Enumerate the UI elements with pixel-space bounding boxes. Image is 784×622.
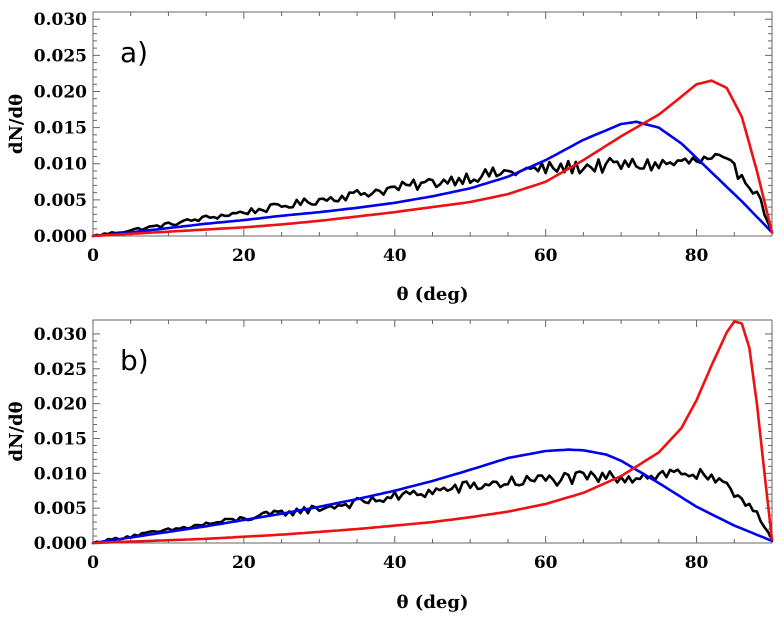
panel-label: a) xyxy=(120,36,148,69)
y-tick-label: 0.005 xyxy=(34,499,87,519)
x-tick-label: 60 xyxy=(534,246,558,266)
y-tick-label: 0.005 xyxy=(34,191,87,211)
x-axis-title: θ (deg) xyxy=(397,592,469,613)
y-axis-title: dN/dθ xyxy=(6,94,27,154)
y-tick-label: 0.030 xyxy=(34,10,87,30)
x-tick-label: 40 xyxy=(383,553,407,573)
y-tick-label: 0.000 xyxy=(34,227,87,247)
y-axis-title: dN/dθ xyxy=(6,401,27,461)
x-tick-label: 0 xyxy=(87,553,99,573)
y-tick-label: 0.025 xyxy=(34,360,87,380)
panel-a: 0 20 40 60 80 0.000 0.005 0.010 0.015 0.020 0.025 0… xyxy=(6,10,774,305)
x-tick-label: 0 xyxy=(87,246,99,266)
x-tick-label: 80 xyxy=(685,246,709,266)
plot-frame xyxy=(92,319,773,544)
x-tick-label: 60 xyxy=(534,553,558,573)
y-tick-label: 0.015 xyxy=(34,429,87,449)
x-axis-title: θ (deg) xyxy=(397,284,469,305)
series-black-line xyxy=(91,152,774,238)
y-tick-label: 0.020 xyxy=(34,395,87,415)
panel-b: 0 20 40 60 80 0.000 0.005 0.010 0.015 0.020 0.025 0… xyxy=(6,319,774,613)
series-red-line xyxy=(91,79,774,238)
y-tick-label: 0.030 xyxy=(34,325,87,345)
x-tick-label: 40 xyxy=(383,246,407,266)
y-tick-label: 0.010 xyxy=(34,155,87,175)
series-blue-line xyxy=(91,120,774,238)
plot-frame xyxy=(92,11,773,237)
panel-label: b) xyxy=(120,344,149,377)
x-tick-label: 80 xyxy=(685,553,709,573)
y-tick-label: 0.015 xyxy=(34,119,87,139)
x-tick-label: 20 xyxy=(232,553,256,573)
series-red-line xyxy=(91,320,774,545)
y-tick-label: 0.025 xyxy=(34,46,87,66)
y-tick-label: 0.020 xyxy=(34,82,87,102)
series-black-line xyxy=(91,467,774,545)
y-tick-label: 0.010 xyxy=(34,464,87,484)
y-tick-label: 0.000 xyxy=(34,534,87,554)
x-tick-label: 20 xyxy=(232,246,256,266)
series-blue-line xyxy=(91,448,774,545)
